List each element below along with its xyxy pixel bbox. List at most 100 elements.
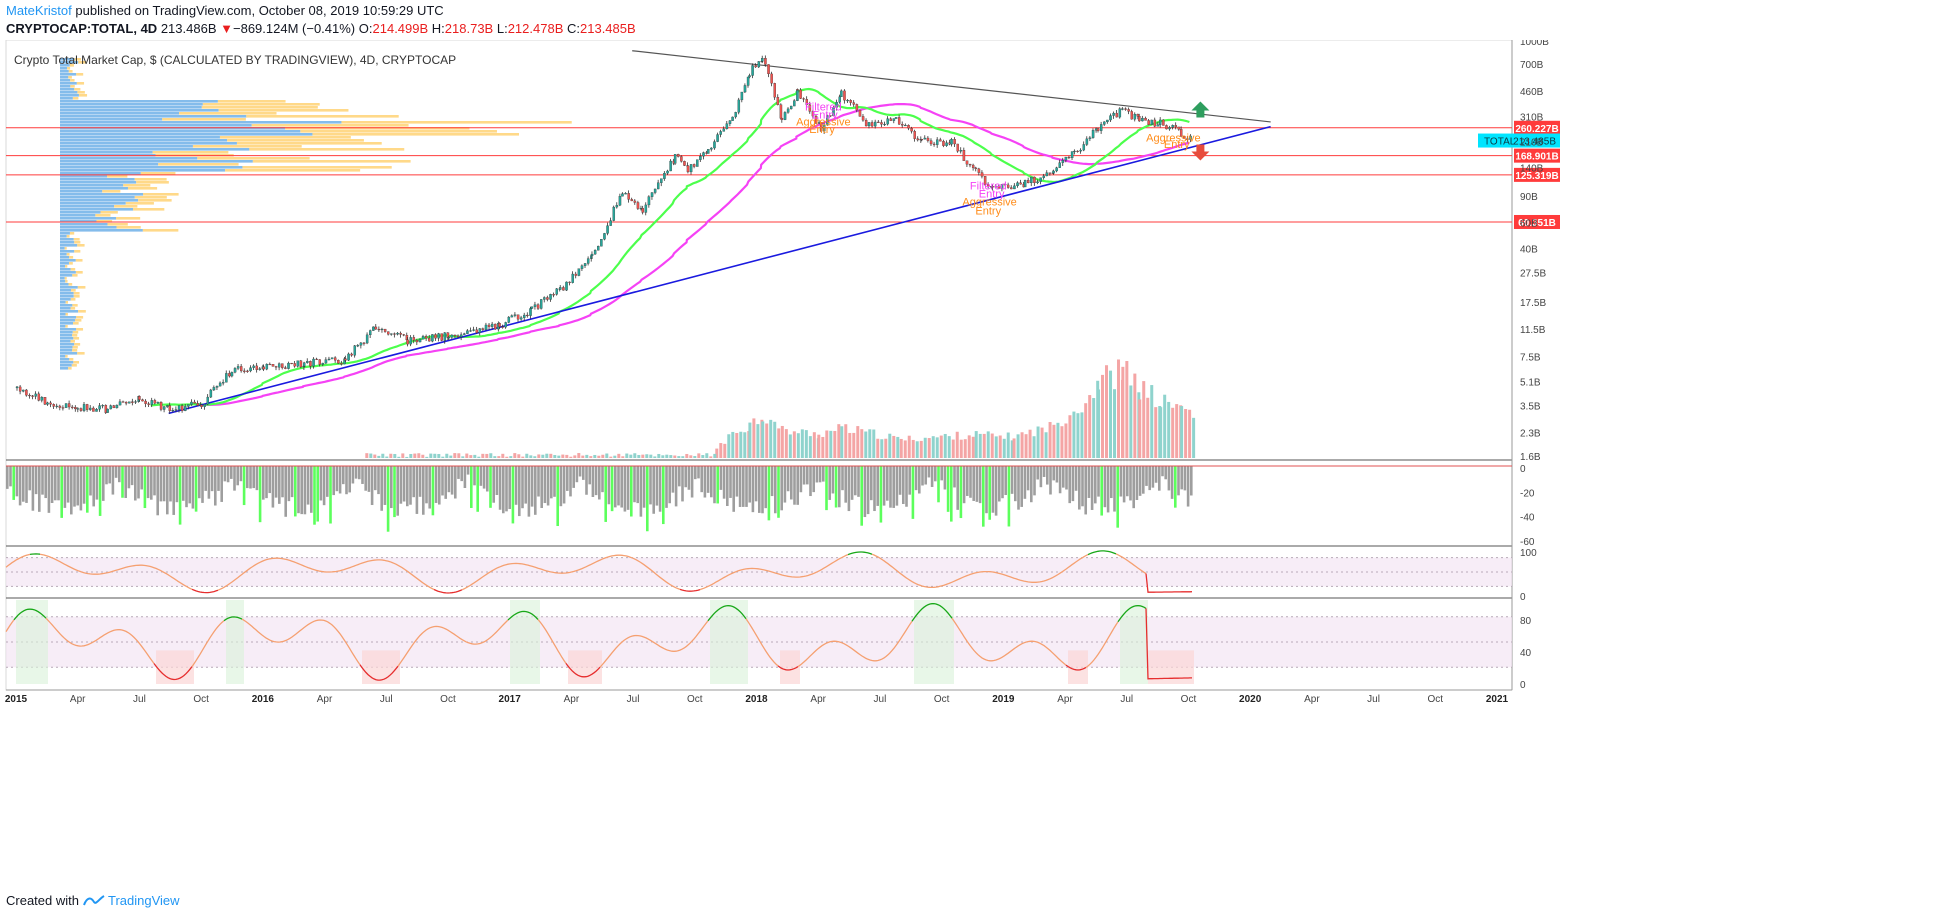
candle: [469, 327, 472, 332]
volume-profile-bar: [197, 157, 310, 160]
level-price-label: 260.227B: [1515, 124, 1558, 135]
candle: [835, 99, 838, 111]
candle: [796, 89, 799, 102]
volume-bar: [641, 454, 645, 458]
volume-bar: [943, 433, 947, 458]
histogram-bar: [639, 466, 643, 517]
histogram-bar: [38, 466, 41, 512]
candle-body: [962, 150, 966, 161]
candle-body: [284, 367, 287, 369]
oscillator-line: [699, 553, 849, 591]
oscillator-shade: [376, 650, 378, 684]
volume-profile-bar: [60, 67, 68, 70]
histogram-bar: [105, 466, 108, 485]
candle-body: [1033, 176, 1036, 184]
histogram-bar: [1062, 466, 1065, 488]
volume-profile-bar: [77, 286, 86, 289]
change-value: −869.124M (−0.41%): [233, 21, 356, 36]
level-price-tag: [1514, 167, 1560, 182]
oscillator-shade: [788, 650, 790, 684]
candle-body: [1124, 108, 1127, 110]
volume-profile-bar: [70, 307, 76, 310]
volume-bar: [557, 455, 561, 458]
candle: [85, 403, 89, 412]
histogram-bar: [386, 466, 390, 532]
histogram-bar: [857, 466, 860, 497]
candle: [428, 334, 431, 342]
oscillator-shade: [392, 650, 394, 684]
histogram-bar: [374, 466, 377, 491]
oscillator-shade: [374, 650, 376, 684]
oscillator-shade: [236, 600, 238, 684]
candle: [353, 344, 357, 358]
candle-body: [494, 323, 497, 330]
volume-profile-bar: [60, 235, 67, 238]
histogram-bar: [108, 466, 111, 484]
histogram-bar: [316, 466, 319, 522]
volume-profile-bar: [60, 295, 74, 298]
candle: [1159, 117, 1162, 128]
candle-body: [25, 389, 28, 396]
volume-profile-bar: [60, 328, 77, 331]
arrow-down-icon: [1191, 144, 1210, 161]
candle: [128, 401, 131, 404]
candle-body: [838, 96, 841, 103]
candle-body: [412, 337, 416, 341]
candle-body: [751, 65, 754, 76]
candle: [650, 192, 654, 200]
chart-area[interactable]: 260.227B168.901B125.319B60.351BTOTAL213.…: [0, 40, 1956, 888]
histogram-bar: [124, 466, 127, 498]
candle: [180, 403, 184, 413]
volume-bar: [545, 453, 549, 458]
histogram-bar: [50, 466, 54, 504]
candle: [89, 405, 92, 411]
candle-body: [1085, 138, 1089, 145]
candle-body: [52, 404, 55, 407]
candle-body: [225, 373, 228, 383]
volume-profile-bar: [72, 349, 78, 352]
histogram-bar: [812, 466, 815, 493]
tradingview-link[interactable]: TradingView: [108, 893, 180, 908]
volume-bar: [1163, 394, 1167, 458]
candle: [166, 404, 169, 409]
volume-bar: [693, 456, 697, 458]
histogram-bar: [498, 466, 502, 510]
histogram-bar: [198, 466, 201, 499]
candle: [1070, 151, 1074, 160]
oscillator-shade: [1078, 650, 1080, 684]
histogram-bar: [463, 466, 467, 488]
candle: [377, 326, 381, 332]
histogram-bar: [246, 466, 249, 489]
oscillator-shade: [916, 600, 918, 684]
candle-body: [968, 163, 972, 166]
histogram-bar: [41, 466, 44, 495]
candle-body: [249, 367, 252, 372]
oscillator-shade: [1122, 600, 1124, 684]
candle: [656, 179, 660, 190]
oscillator-shade: [794, 650, 796, 684]
candle: [516, 314, 520, 322]
candle-body: [1030, 176, 1033, 184]
oscillator-shade: [1174, 650, 1176, 684]
candle: [156, 401, 160, 404]
candle-body: [618, 196, 622, 206]
oscillator-shade: [582, 650, 584, 684]
candle-body: [296, 360, 300, 367]
candle-body: [597, 246, 600, 251]
candle-body: [302, 362, 306, 367]
volume-bar: [825, 430, 829, 458]
histogram-bar: [678, 466, 681, 487]
volume-profile-bar: [236, 142, 382, 145]
volume-profile-bar: [65, 265, 68, 268]
histogram-bar: [1145, 466, 1148, 486]
volume-profile-bar: [70, 79, 75, 82]
candle-body: [141, 399, 144, 402]
oscillator-shade: [928, 600, 930, 684]
author-link[interactable]: MateKristof: [6, 3, 72, 18]
candle: [1138, 113, 1141, 122]
histogram-bar: [863, 466, 867, 518]
volume-bar: [605, 453, 609, 458]
histogram-bar: [831, 466, 835, 494]
candle: [365, 332, 369, 345]
candle: [1156, 121, 1160, 127]
